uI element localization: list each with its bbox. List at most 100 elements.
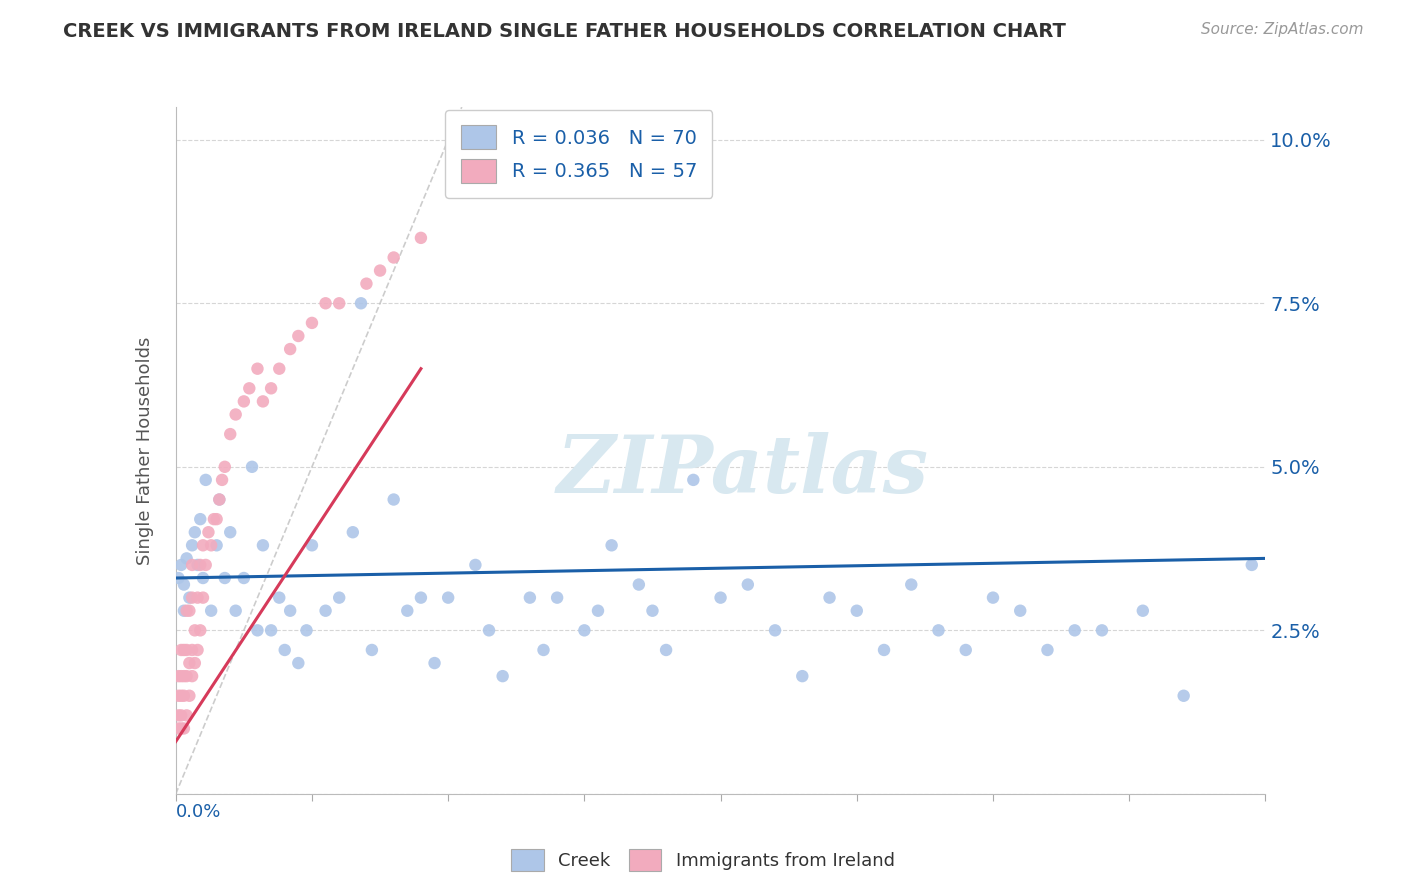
Point: [763, 624, 786, 638]
Point: [586, 604, 609, 618]
Point: [533, 643, 555, 657]
Point: [356, 277, 378, 291]
Point: [1010, 604, 1032, 618]
Point: [176, 604, 198, 618]
Point: [188, 624, 211, 638]
Point: [186, 643, 209, 657]
Point: [205, 538, 228, 552]
Point: [181, 643, 204, 657]
Point: [167, 689, 190, 703]
Point: [191, 538, 214, 552]
Point: [188, 558, 211, 572]
Point: [478, 624, 501, 638]
Point: [200, 538, 222, 552]
Point: [1173, 689, 1195, 703]
Point: [269, 591, 291, 605]
Point: [191, 571, 214, 585]
Point: [269, 361, 291, 376]
Point: [301, 316, 323, 330]
Point: [173, 577, 195, 591]
Point: [176, 708, 198, 723]
Point: [184, 624, 207, 638]
Point: [682, 473, 704, 487]
Point: [194, 473, 217, 487]
Point: [252, 394, 274, 409]
Point: [396, 604, 419, 618]
Point: [179, 591, 201, 605]
Point: [328, 296, 350, 310]
Point: [170, 722, 193, 736]
Point: [181, 558, 204, 572]
Point: [191, 591, 214, 605]
Point: [574, 624, 596, 638]
Point: [655, 643, 678, 657]
Point: [194, 558, 217, 572]
Legend: Creek, Immigrants from Ireland: Creek, Immigrants from Ireland: [505, 842, 901, 879]
Point: [170, 669, 193, 683]
Point: [955, 643, 977, 657]
Point: [208, 492, 231, 507]
Point: [710, 591, 733, 605]
Point: [627, 577, 650, 591]
Point: [900, 577, 922, 591]
Point: [519, 591, 541, 605]
Point: [315, 296, 337, 310]
Point: [600, 538, 623, 552]
Point: [360, 643, 382, 657]
Point: [232, 394, 254, 409]
Point: [197, 525, 219, 540]
Legend: R = 0.036   N = 70, R = 0.365   N = 57: R = 0.036 N = 70, R = 0.365 N = 57: [446, 110, 713, 198]
Point: [176, 643, 198, 657]
Text: ZIPatlas: ZIPatlas: [557, 433, 928, 510]
Point: [186, 558, 209, 572]
Point: [170, 689, 193, 703]
Point: [184, 656, 207, 670]
Point: [492, 669, 515, 683]
Point: [246, 624, 269, 638]
Point: [278, 604, 301, 618]
Point: [260, 624, 283, 638]
Point: [278, 342, 301, 356]
Point: [170, 643, 193, 657]
Point: [238, 381, 260, 395]
Point: [173, 722, 195, 736]
Point: [181, 591, 204, 605]
Point: [928, 624, 950, 638]
Point: [167, 708, 190, 723]
Point: [287, 656, 309, 670]
Point: [382, 492, 405, 507]
Point: [1036, 643, 1059, 657]
Point: [173, 643, 195, 657]
Point: [219, 427, 242, 442]
Point: [202, 512, 225, 526]
Y-axis label: Single Father Households: Single Father Households: [136, 336, 155, 565]
Point: [1091, 624, 1114, 638]
Point: [173, 669, 195, 683]
Point: [173, 689, 195, 703]
Point: [205, 512, 228, 526]
Point: [176, 669, 198, 683]
Point: [641, 604, 664, 618]
Point: [342, 525, 364, 540]
Point: [179, 656, 201, 670]
Point: [200, 604, 222, 618]
Point: [260, 381, 283, 395]
Point: [176, 551, 198, 566]
Point: [1240, 558, 1263, 572]
Point: [186, 591, 209, 605]
Text: Source: ZipAtlas.com: Source: ZipAtlas.com: [1201, 22, 1364, 37]
Point: [167, 669, 190, 683]
Point: [350, 296, 373, 310]
Point: [211, 473, 233, 487]
Point: [225, 408, 247, 422]
Point: [328, 591, 350, 605]
Point: [737, 577, 759, 591]
Point: [188, 512, 211, 526]
Point: [295, 624, 318, 638]
Point: [423, 656, 446, 670]
Point: [170, 708, 193, 723]
Point: [214, 571, 236, 585]
Point: [225, 604, 247, 618]
Point: [464, 558, 486, 572]
Point: [184, 525, 207, 540]
